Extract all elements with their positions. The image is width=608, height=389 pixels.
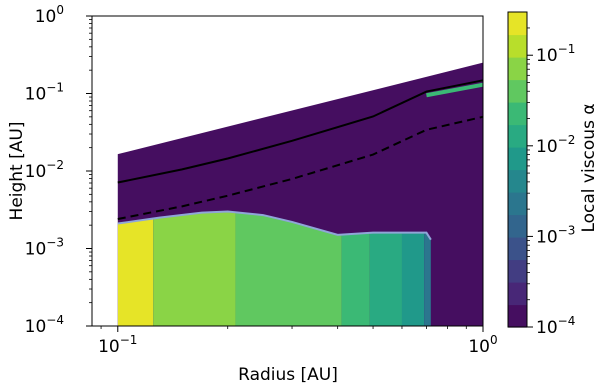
colorbar-level <box>508 124 527 148</box>
x-tick-label: 100 <box>468 333 497 357</box>
active-region-edge <box>117 210 432 241</box>
colorbar-level <box>508 34 527 58</box>
y-tick-label: 10−2 <box>25 158 64 182</box>
y-tick-label: 10−1 <box>25 81 64 105</box>
alpha-band <box>117 211 154 326</box>
colorbar-level <box>508 169 527 193</box>
colorbar-tick-label: 10−1 <box>536 42 575 66</box>
plot-area <box>117 62 484 327</box>
colorbar-frame <box>507 11 528 328</box>
dashed-line <box>117 115 484 221</box>
alpha-band <box>401 211 425 326</box>
y-tick-label: 100 <box>35 3 64 27</box>
y-tick-label: 10−4 <box>25 313 64 337</box>
colorbar-level <box>508 214 527 238</box>
alpha-band <box>153 211 236 326</box>
axis-ticks: 10−1 100 10−4 10−3 10−2 10−1 100 <box>25 3 498 357</box>
colorbar-label: Local viscous α <box>579 103 599 232</box>
colorbar-level <box>508 282 527 306</box>
colorbar-level <box>508 12 527 36</box>
y-axis-label: Height [AU] <box>7 122 27 221</box>
y-tick-label: 10−3 <box>25 236 64 260</box>
colorbar-level <box>508 57 527 81</box>
colorbar-level <box>508 259 527 283</box>
colorbar-level <box>508 102 527 126</box>
x-tick-label: 10−1 <box>98 333 137 357</box>
colorbar: 10−4 10−3 10−2 10−1 <box>507 11 575 338</box>
surface-streak <box>426 82 484 98</box>
colorbar-tick-label: 10−4 <box>536 314 575 338</box>
x-axis-label: Radius [AU] <box>238 365 338 385</box>
colorbar-level <box>508 304 527 328</box>
colorbar-tick-label: 10−3 <box>536 223 575 247</box>
colorbar-level <box>508 147 527 171</box>
colorbar-level <box>508 237 527 261</box>
alpha-band <box>424 211 431 326</box>
colorbar-tick-label: 10−2 <box>536 133 575 157</box>
colorbar-level <box>508 192 527 216</box>
colorbar-level <box>508 79 527 103</box>
solid-line <box>117 79 484 184</box>
